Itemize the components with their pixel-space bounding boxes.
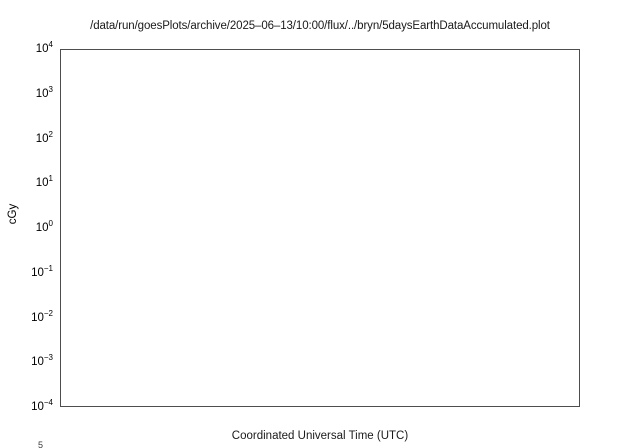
ytick-label-1em1: 10−1 — [4, 263, 53, 279]
ytick-mantissa-1em2: 10 — [31, 311, 44, 324]
ytick-exponent-1e1: 1 — [48, 174, 53, 184]
ytick-label-1em3: 10−3 — [4, 353, 53, 369]
ytick-mantissa-1em1: 10 — [31, 266, 44, 279]
ytick-label-1e3: 103 — [8, 84, 53, 100]
ytick-mantissa-1e1: 10 — [35, 177, 49, 190]
ytick-mantissa-1e0: 10 — [35, 222, 49, 234]
ytick-mantissa-1e4: 10 — [35, 43, 49, 55]
chart-title: /data/run/goesPlots/archive/2025–06–13/1… — [90, 20, 550, 32]
ytick-exponent-1em2: −2 — [43, 308, 53, 318]
y-axis-title: cGy — [7, 203, 19, 225]
ytick-mantissa-1e3: 10 — [35, 87, 49, 100]
ytick-exponent-1e2: 2 — [48, 129, 53, 139]
clipped-bottom-text: 5 — [38, 441, 44, 448]
ytick-label-1em4: 10−4 — [4, 398, 53, 413]
x-axis-title: Coordinated Universal Time (UTC) — [231, 430, 409, 442]
ytick-label-1e1: 101 — [8, 174, 53, 190]
ytick-exponent-1e4: 4 — [48, 40, 53, 50]
ytick-mantissa-1em3: 10 — [31, 356, 44, 369]
ytick-exponent-1e0: 0 — [48, 219, 53, 229]
ytick-exponent-1em4: −4 — [43, 398, 53, 408]
ytick-label-1e0: 100 — [8, 219, 53, 234]
ytick-label-1em2: 10−2 — [4, 308, 53, 324]
ytick-mantissa-1em4: 10 — [31, 401, 44, 413]
ytick-mantissa-1e2: 10 — [35, 132, 49, 145]
ytick-label-1e2: 102 — [8, 129, 53, 145]
ytick-exponent-1em3: −3 — [43, 353, 53, 363]
plot-frame — [60, 49, 580, 407]
ytick-label-1e4: 104 — [8, 40, 53, 55]
ytick-exponent-1em1: −1 — [43, 263, 53, 273]
ytick-exponent-1e3: 3 — [48, 84, 53, 94]
